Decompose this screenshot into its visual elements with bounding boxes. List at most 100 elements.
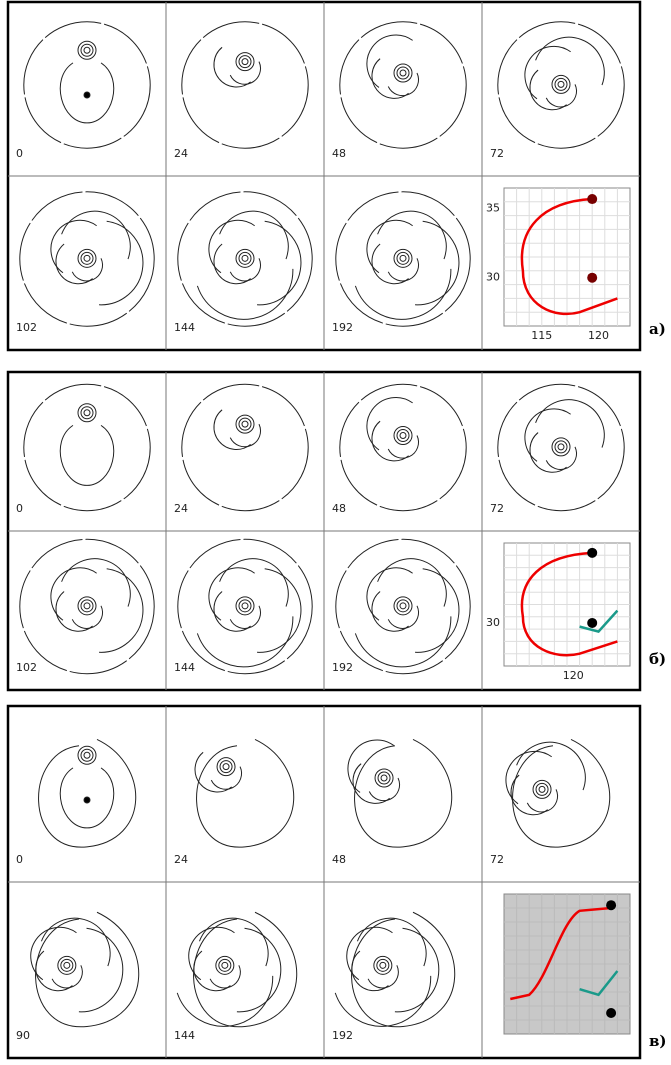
vortex-core <box>396 66 410 80</box>
spiral-arm <box>387 72 419 97</box>
spiral-arm <box>356 917 427 967</box>
track-line-2 <box>579 609 619 633</box>
x-tick-label: 120 <box>563 669 584 682</box>
vortex-core <box>551 74 571 94</box>
spiral-arm <box>351 950 389 992</box>
time-label: 144 <box>174 661 195 674</box>
contour <box>19 191 155 327</box>
vortex-core <box>235 596 255 616</box>
vortex-core <box>216 757 236 777</box>
spiral-arm <box>516 741 586 791</box>
time-label: 144 <box>174 321 195 334</box>
vortex-core <box>83 409 91 417</box>
x-tick-label: 115 <box>531 329 552 342</box>
vortex-core <box>80 748 94 762</box>
spiral-arm <box>371 58 409 99</box>
spiral-arm <box>213 46 251 88</box>
spiral-arm <box>510 774 548 816</box>
y-tick-label: 30 <box>486 271 500 284</box>
spiral-arm <box>99 220 144 306</box>
panel-label: б) <box>649 650 666 668</box>
track-line-2 <box>579 970 619 997</box>
spiral-arm <box>194 751 232 793</box>
spiral-arm <box>208 219 255 274</box>
time-label: 24 <box>174 853 188 866</box>
vortex-core <box>373 955 393 975</box>
spiral-arm <box>61 558 131 607</box>
vortex-core <box>377 771 391 785</box>
vortex-core <box>83 254 91 262</box>
spiral-arm <box>354 616 452 668</box>
contour-plot <box>339 383 467 512</box>
vortex-core <box>376 958 390 972</box>
spiral-arm <box>213 409 251 450</box>
vortex-core <box>218 958 232 972</box>
contour <box>181 383 309 512</box>
panel-label: а) <box>649 320 666 338</box>
contour <box>354 738 453 848</box>
contour <box>23 21 151 149</box>
contour <box>23 383 151 512</box>
vortex-core <box>396 428 410 442</box>
storm-marker <box>587 194 598 205</box>
contour-plot <box>30 911 140 1027</box>
vortex-core <box>396 251 410 265</box>
contour-plot <box>347 738 453 848</box>
spiral-arm <box>78 927 124 1013</box>
spiral-arm <box>505 750 552 805</box>
y-tick-label: 30 <box>486 616 500 629</box>
storm-marker <box>587 272 598 283</box>
contour-plot <box>339 21 467 149</box>
spiral-arm <box>526 789 559 813</box>
vortex-core <box>399 602 407 610</box>
vortex-core <box>77 40 97 60</box>
vortex-core <box>374 768 394 788</box>
spiral-arm <box>366 567 413 621</box>
spiral-arm <box>196 616 294 668</box>
spiral-arm <box>210 766 243 790</box>
contour-plot <box>23 21 151 149</box>
vortex-core <box>554 440 568 454</box>
contour <box>339 383 467 512</box>
spiral-arm <box>545 84 577 108</box>
vortex-core <box>60 958 74 972</box>
contour-plot <box>181 21 309 149</box>
spiral-arm <box>35 950 73 992</box>
vortex-core <box>380 774 388 782</box>
contour <box>177 538 313 675</box>
vortex-core <box>80 43 94 57</box>
time-label: 24 <box>174 502 188 515</box>
vortex-core <box>379 961 387 969</box>
spiral-arm <box>196 268 294 320</box>
spiral-arm <box>229 258 261 282</box>
vortex-core <box>241 420 249 428</box>
contour-plot <box>334 911 456 1027</box>
spiral-arm <box>535 399 605 448</box>
spiral-arm <box>229 61 261 85</box>
spiral-arm <box>346 926 393 981</box>
vortex-core <box>396 599 410 613</box>
contour <box>59 767 115 829</box>
spiral-arm <box>229 423 261 448</box>
time-label: 90 <box>16 1029 30 1042</box>
contour-plot <box>19 191 155 327</box>
vortex-core <box>399 254 407 262</box>
spiral-arm <box>529 69 567 111</box>
spiral-arm <box>354 268 452 320</box>
spiral-arm <box>198 917 269 967</box>
time-label: 72 <box>490 147 504 160</box>
vortex-core <box>77 248 97 268</box>
vortex-core <box>80 599 94 613</box>
spiral-arm <box>213 243 251 285</box>
storm-marker <box>587 617 598 628</box>
vortex-core <box>241 58 249 66</box>
contour <box>497 21 625 149</box>
spiral-arm <box>377 210 447 260</box>
vortex-core <box>80 406 94 420</box>
time-label: 192 <box>332 1029 353 1042</box>
vortex-core <box>235 248 255 268</box>
contour <box>335 191 471 327</box>
vortex-core <box>393 596 413 616</box>
contour <box>196 738 295 848</box>
time-label: 48 <box>332 147 346 160</box>
